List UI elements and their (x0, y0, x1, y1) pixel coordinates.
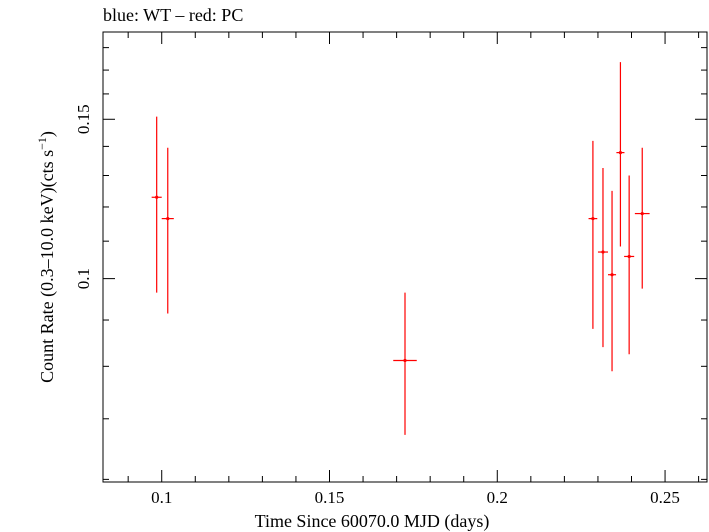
data-point (634, 147, 650, 289)
y-axis-tick-labels: 0.1 0.15 (74, 104, 93, 289)
y-axis-title: Count Rate (0.3–10.0 keV)(cts s−1) (35, 131, 58, 383)
data-marker (627, 254, 631, 259)
plot-frame (102, 31, 708, 483)
x-axis-tick-labels: 0.1 0.15 0.2 0.25 (151, 488, 680, 507)
x-tick-label: 0.25 (650, 488, 680, 507)
data-point (161, 147, 174, 314)
y-axis-title-superscript: −1 (35, 137, 49, 150)
data-point (588, 140, 598, 329)
data-marker (591, 217, 595, 221)
data-point (597, 168, 609, 348)
data-marker (601, 250, 605, 254)
data-marker (640, 211, 644, 216)
data-point (608, 190, 617, 372)
x-tick-label: 0.1 (151, 488, 172, 507)
data-point (624, 175, 635, 355)
y-tick-label: 0.1 (74, 268, 93, 289)
data-point (151, 116, 162, 293)
data-marker (155, 195, 159, 199)
y-axis-title-main: Count Rate (0.3–10.0 keV)(cts s (37, 150, 58, 383)
data-marker (403, 358, 407, 363)
data-marker (618, 151, 623, 155)
x-axis-ticks (127, 32, 700, 482)
x-tick-label: 0.2 (487, 488, 508, 507)
x-tick-label: 0.15 (315, 488, 345, 507)
data-marker (610, 273, 614, 277)
chart-title: blue: WT – red: PC (103, 5, 243, 25)
y-axis-title-end: ) (37, 131, 58, 137)
x-axis-title: Time Since 60070.0 MJD (days) (255, 511, 490, 532)
data-series (151, 62, 650, 435)
y-axis-ticks (103, 47, 707, 480)
data-point (393, 292, 417, 435)
data-point (616, 62, 625, 247)
data-marker (166, 217, 170, 221)
y-tick-label: 0.15 (74, 104, 93, 134)
